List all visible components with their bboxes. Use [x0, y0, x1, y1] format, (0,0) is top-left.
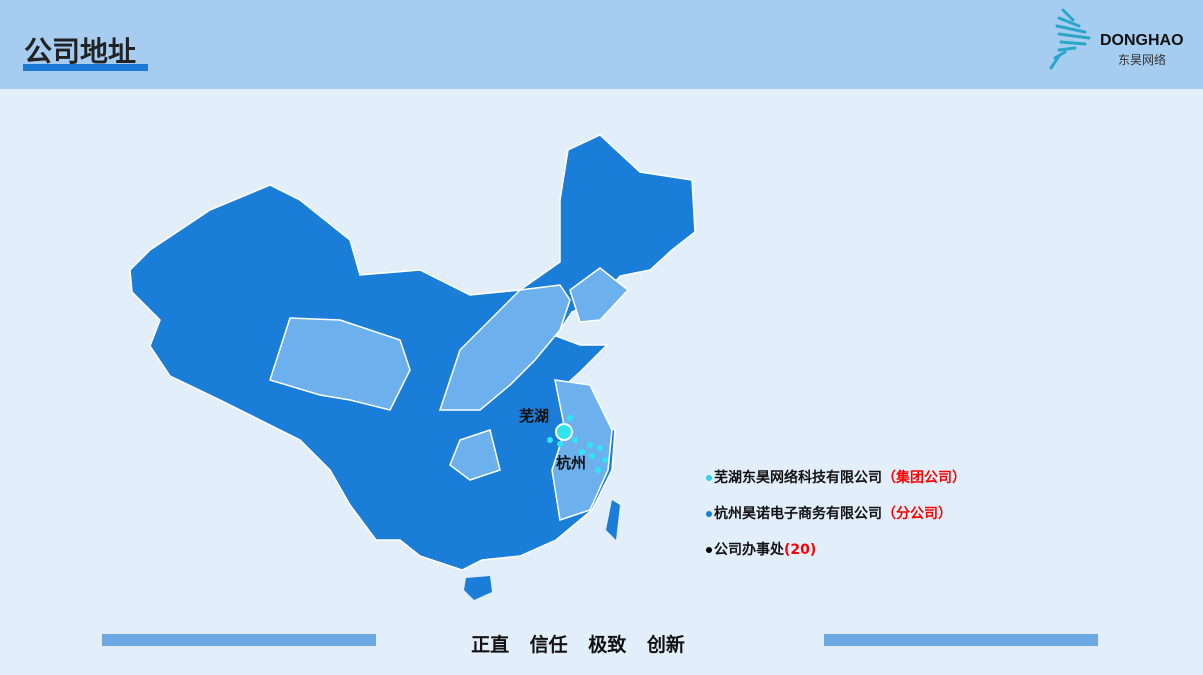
city-label-hangzhou: 杭州 — [556, 454, 587, 472]
legend-tag: (20) — [784, 542, 817, 558]
black-dot-icon — [706, 547, 712, 553]
legend-name: 杭州昊诺电子商务有限公司 — [714, 506, 882, 522]
province-qinghai — [269, 317, 411, 411]
office-markers — [547, 415, 608, 473]
hainan — [464, 576, 492, 600]
motto: 正直 信任 极致 创新 — [471, 634, 685, 656]
blue-dot-icon — [706, 511, 712, 517]
footer-bar-right — [824, 634, 1098, 646]
logo-feather-icon — [1049, 8, 1091, 70]
city-label-wuhu: 芜湖 — [519, 407, 550, 425]
province-sw — [449, 429, 501, 481]
footer-bar-left — [102, 634, 376, 646]
province-north — [438, 284, 571, 411]
province-liaoning — [569, 267, 630, 323]
legend-item-hq: 芜湖东昊网络科技有限公司（集团公司） — [706, 467, 966, 487]
title-underline — [23, 64, 148, 71]
logo-text: DONGHAO — [1100, 32, 1184, 49]
legend-name: 芜湖东昊网络科技有限公司 — [714, 470, 882, 486]
legend-tag: （分公司） — [882, 506, 952, 522]
logo-subtitle: 东昊网络 — [1118, 53, 1167, 67]
header-bar — [0, 0, 1203, 89]
page-title: 公司地址 — [24, 35, 137, 68]
legend-name: 公司办事处 — [714, 542, 784, 558]
legend-item-branch: 杭州昊诺电子商务有限公司（分公司） — [706, 503, 952, 523]
legend-tag: （集团公司） — [882, 470, 966, 486]
wuhu-marker — [555, 423, 573, 441]
cyan-dot-icon — [706, 475, 712, 481]
legend-item-office: 公司办事处(20) — [706, 539, 816, 559]
china-mainland — [129, 134, 696, 571]
taiwan — [606, 500, 620, 540]
